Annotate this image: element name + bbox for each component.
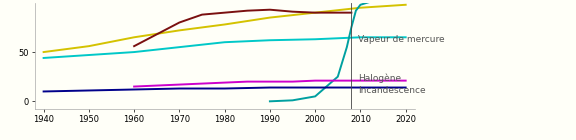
Text: Vapeur de mercure: Vapeur de mercure [358, 35, 445, 44]
Text: Halogène: Halogène [358, 74, 401, 83]
Text: Incandescence: Incandescence [358, 86, 426, 95]
